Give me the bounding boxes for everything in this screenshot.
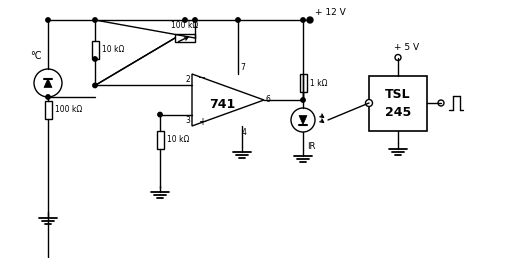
Circle shape [301, 18, 305, 22]
Text: °C: °C [30, 51, 42, 61]
Circle shape [158, 112, 162, 117]
Text: 100 kΩ: 100 kΩ [172, 21, 199, 30]
Circle shape [34, 69, 62, 97]
Polygon shape [44, 78, 52, 87]
Text: −: − [198, 74, 206, 83]
Bar [300, 74, 306, 92]
Circle shape [308, 18, 312, 22]
Circle shape [46, 18, 50, 22]
Text: TSL: TSL [385, 87, 411, 101]
Bar [92, 41, 98, 59]
Circle shape [93, 83, 97, 88]
Text: 4: 4 [242, 128, 247, 137]
Text: 7: 7 [240, 63, 245, 72]
Text: 741: 741 [209, 99, 235, 111]
Circle shape [46, 95, 50, 99]
Text: 3: 3 [185, 116, 190, 125]
Bar [157, 131, 163, 149]
Circle shape [93, 57, 97, 61]
Bar [45, 101, 51, 119]
Text: IR: IR [307, 142, 315, 151]
Bar [175, 34, 195, 42]
Text: + 12 V: + 12 V [315, 8, 346, 17]
Text: 6: 6 [266, 95, 271, 104]
Text: 10 kΩ: 10 kΩ [102, 45, 124, 54]
Text: 100 kΩ: 100 kΩ [55, 106, 82, 115]
Circle shape [193, 18, 197, 22]
Circle shape [366, 100, 372, 107]
Bar [369, 76, 427, 131]
Circle shape [93, 18, 97, 22]
Polygon shape [192, 74, 264, 126]
Text: 2: 2 [185, 75, 190, 84]
Circle shape [301, 98, 305, 102]
Circle shape [183, 18, 187, 22]
Text: 1 kΩ: 1 kΩ [310, 78, 328, 87]
Circle shape [291, 108, 315, 132]
Polygon shape [299, 116, 307, 125]
Text: 245: 245 [385, 106, 411, 118]
Circle shape [236, 18, 240, 22]
Text: +: + [198, 117, 206, 127]
Text: 10 kΩ: 10 kΩ [167, 135, 189, 144]
Text: + 5 V: + 5 V [394, 44, 419, 52]
